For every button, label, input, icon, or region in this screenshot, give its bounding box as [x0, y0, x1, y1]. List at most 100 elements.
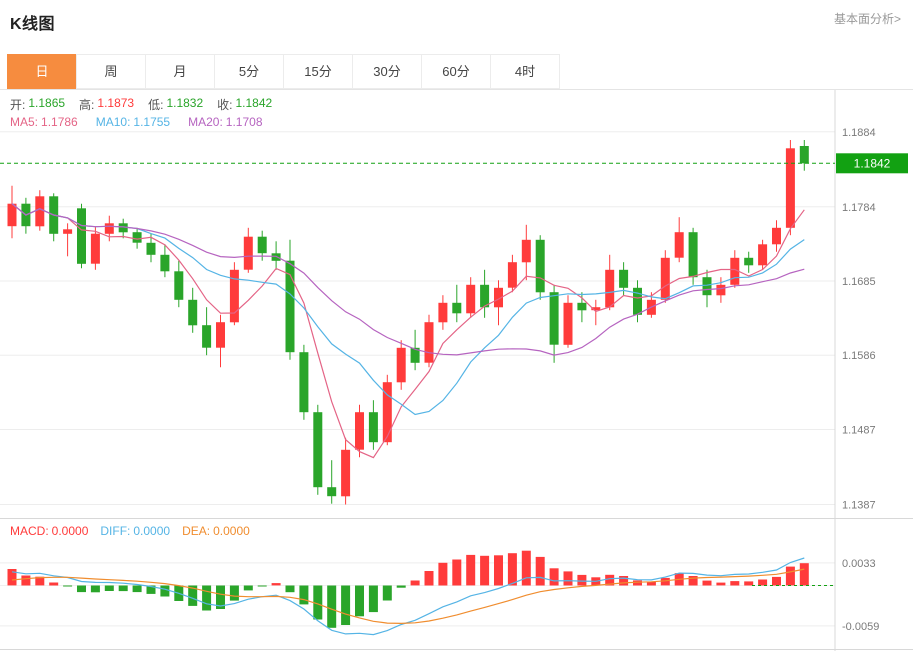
candle-body: [772, 227, 781, 245]
tab-5分[interactable]: 5分: [214, 54, 284, 89]
macd-bar: [396, 585, 406, 588]
macd-bar: [341, 585, 351, 625]
ma5-line: [11, 203, 805, 459]
macd-bar: [382, 585, 392, 601]
candle-body: [549, 292, 559, 345]
macd-chart[interactable]: 0.0033 -0.0059: [0, 518, 913, 651]
macd-bar: [355, 585, 364, 617]
candle-body: [285, 260, 295, 353]
macd-bar: [563, 571, 573, 586]
candle-body: [758, 244, 768, 266]
candle-body: [702, 277, 712, 296]
candle-body: [90, 233, 100, 264]
current-price-label: 1.1842: [854, 156, 891, 170]
macd-bar: [507, 553, 517, 586]
candle-body: [313, 412, 323, 488]
macd-bar: [744, 581, 754, 586]
candle-body: [341, 449, 351, 497]
tab-30分[interactable]: 30分: [352, 54, 422, 89]
macd-bar: [313, 585, 323, 620]
macd-bar: [243, 585, 253, 591]
candle-body: [146, 242, 156, 255]
macd-bar: [327, 585, 337, 628]
candle-body: [7, 203, 17, 227]
candle-body: [424, 322, 434, 363]
macd-bar: [410, 580, 420, 586]
macd-bar: [118, 585, 128, 592]
macd-bar: [646, 581, 656, 586]
macd-bar: [466, 554, 476, 586]
macd-bar: [452, 559, 462, 586]
macd-bar: [730, 581, 740, 586]
candle-body: [216, 322, 225, 348]
tab-60分[interactable]: 60分: [421, 54, 491, 89]
candle-body: [410, 347, 420, 363]
y-axis-label: 1.1487: [842, 425, 876, 437]
candle-body: [577, 302, 587, 311]
candle-body: [591, 307, 601, 311]
tab-日[interactable]: 日: [7, 54, 77, 89]
candle-body: [633, 287, 642, 315]
candle-body: [257, 236, 267, 254]
macd-bar: [577, 574, 587, 586]
macd-bar: [660, 577, 670, 586]
y-axis-label: 1.1586: [842, 350, 876, 362]
candle-body: [438, 302, 448, 323]
tab-4时[interactable]: 4时: [490, 54, 560, 89]
y-axis-label: 1.1685: [842, 276, 876, 288]
macd-bar: [605, 574, 615, 586]
macd-bar: [132, 585, 142, 593]
ma10-line: [11, 203, 805, 416]
macd-bar: [619, 576, 629, 586]
fundamental-analysis-link[interactable]: 基本面分析>: [833, 12, 901, 26]
macd-bar: [146, 585, 156, 594]
macd-bar: [549, 568, 559, 586]
macd-bar: [257, 585, 267, 587]
candle-body: [744, 257, 754, 266]
macd-bar: [702, 580, 712, 586]
macd-bar: [438, 562, 448, 586]
tab-月[interactable]: 月: [145, 54, 215, 89]
y-axis-label: 1.1884: [842, 127, 876, 139]
current-price-tag: 1.1842: [836, 153, 908, 174]
candle-body: [368, 412, 378, 443]
macd-bar: [21, 575, 31, 586]
macd-bar: [77, 585, 86, 593]
ma20-line: [11, 203, 805, 356]
candle-body: [480, 284, 490, 308]
tab-周[interactable]: 周: [76, 54, 146, 89]
candle-body: [507, 262, 517, 288]
macd-bar: [285, 585, 295, 593]
y-axis-label: 0.0033: [842, 558, 876, 570]
macd-bar: [368, 585, 378, 613]
interval-tabs: 日周月 5分 15分 30分 60分 4时: [0, 54, 913, 90]
macd-grid-layer: 0.0033 -0.0059: [0, 558, 879, 633]
macd-bar: [772, 576, 781, 586]
macd-bar: [49, 582, 59, 586]
tab-15分[interactable]: 15分: [283, 54, 353, 89]
candle-body: [229, 269, 239, 323]
candle-body: [104, 223, 114, 234]
candle-body: [202, 325, 212, 348]
candle-body: [494, 287, 503, 308]
macd-bar: [494, 555, 503, 586]
macd-bar: [424, 571, 434, 586]
macd-bar: [716, 582, 726, 586]
macd-bar: [160, 585, 170, 597]
candlestick-chart[interactable]: 1.18841.17841.16851.15861.14871.13871.18…: [0, 90, 913, 518]
candle-body: [118, 223, 128, 233]
candle-body: [355, 412, 364, 450]
macd-bar: [90, 585, 100, 593]
macd-histogram: [7, 550, 809, 628]
macd-bar: [785, 566, 795, 586]
candle-body: [77, 208, 86, 264]
candle-body: [799, 146, 809, 164]
candle-body: [382, 382, 392, 443]
candle-body: [327, 487, 337, 497]
y-axis-label: 1.1387: [842, 500, 876, 512]
candle-body: [452, 302, 462, 314]
header: K线图 基本面分析>: [0, 0, 913, 54]
candle-body: [619, 269, 629, 288]
candle-body: [299, 352, 309, 413]
